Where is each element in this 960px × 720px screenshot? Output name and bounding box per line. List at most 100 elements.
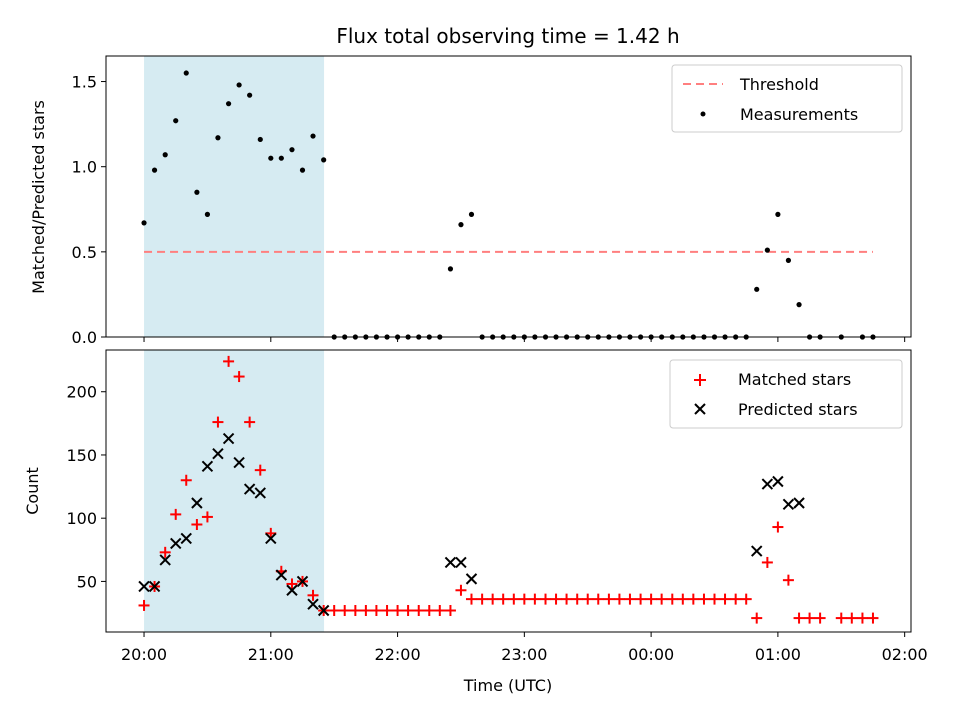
measurements-point [289, 147, 295, 153]
matched-stars-point [455, 584, 467, 596]
bottom-y-axis-label: Count [23, 467, 42, 515]
matched-stars-point [846, 612, 858, 624]
measurements-point [141, 220, 147, 226]
top-y-axis-label: Matched/Predicted stars [29, 100, 48, 294]
matched-stars-point [856, 612, 868, 624]
measurements-point [310, 133, 316, 139]
measurements-point [796, 302, 802, 308]
measurements-point [236, 82, 242, 88]
predicted-stars-point [170, 537, 182, 550]
matched-stars-point [191, 519, 203, 531]
matched-stars-point [635, 593, 647, 605]
predicted-stars-point [782, 498, 795, 510]
predicted-stars-point [286, 584, 298, 596]
matched-stars-point [698, 593, 710, 605]
matched-stars-point [687, 593, 699, 605]
matched-stars-point [645, 593, 657, 605]
y-tick-label: 100 [66, 509, 97, 528]
bottom-highlight-span [144, 350, 325, 632]
matched-stars-point [233, 371, 245, 383]
predicted-stars-point [761, 478, 774, 490]
matched-stars-point [201, 511, 213, 523]
legend-matched-label: Matched stars [738, 370, 851, 389]
measurements-point [215, 135, 221, 141]
matched-stars-point [286, 578, 298, 590]
matched-stars-point [518, 593, 530, 605]
matched-stars-point [730, 593, 742, 605]
x-tick-label: 02:00 [882, 645, 928, 664]
matched-stars-point [381, 605, 393, 617]
predicted-stars-point [296, 575, 309, 588]
predicted-stars-point [444, 556, 457, 569]
measurements-point [173, 118, 179, 124]
y-tick-label: 200 [66, 383, 97, 402]
predicted-stars-point [793, 497, 805, 509]
y-tick-label: 50 [77, 572, 97, 591]
matched-stars-point [561, 593, 573, 605]
legend-threshold-label: Threshold [739, 75, 819, 94]
y-tick-label: 150 [66, 446, 97, 465]
measurements-point [183, 70, 189, 76]
matched-stars-point [751, 612, 763, 624]
matched-stars-point [550, 593, 562, 605]
matched-stars-point [307, 589, 319, 601]
predicted-stars-point [138, 580, 150, 593]
predicted-stars-point [275, 569, 288, 581]
measurements-point [278, 155, 284, 161]
measurements-point [257, 136, 263, 143]
y-tick-label: 0.0 [72, 328, 97, 347]
matched-stars-point [423, 605, 435, 617]
matched-stars-point [180, 474, 192, 486]
predicted-stars-point [222, 432, 235, 445]
matched-stars-point [370, 605, 382, 617]
matched-stars-point [339, 605, 351, 617]
matched-stars-point [497, 593, 509, 605]
predicted-stars-point [317, 604, 330, 617]
matched-stars-point [677, 593, 689, 605]
matched-stars-point [444, 605, 456, 617]
matched-stars-point [835, 612, 847, 624]
y-tick-label: 1.5 [72, 73, 97, 92]
matched-stars-point [814, 612, 826, 624]
legend-predicted-swatch [694, 403, 706, 415]
matched-stars-point [772, 521, 784, 533]
chart-title: Flux total observing time = 1.42 h [336, 24, 679, 48]
measurements-point [268, 155, 274, 161]
x-tick-label: 20:00 [121, 645, 167, 664]
predicted-stars-point [180, 532, 192, 545]
predicted-stars-point [751, 545, 763, 557]
predicted-stars-point [254, 487, 266, 499]
measurements-point [447, 266, 454, 272]
measurements-point [162, 152, 168, 158]
x-tick-label: 21:00 [248, 645, 294, 664]
predicted-stars-point [212, 447, 224, 460]
matched-stars-point [571, 593, 583, 605]
x-tick-label: 23:00 [501, 645, 547, 664]
top-highlight-span [144, 56, 325, 337]
predicted-stars-point [455, 556, 467, 569]
matched-stars-point [413, 605, 425, 617]
predicted-stars-point [148, 580, 161, 593]
x-tick-label: 22:00 [375, 645, 421, 664]
predicted-stars-point [201, 460, 214, 473]
measurements-point [299, 167, 306, 173]
matched-stars-point [656, 593, 668, 605]
predicted-stars-point [191, 497, 203, 509]
matched-stars-point [159, 546, 171, 558]
predicted-stars-point [307, 598, 319, 610]
predicted-stars-point [465, 573, 478, 585]
matched-stars-point [804, 612, 816, 624]
matched-stars-point [540, 593, 552, 605]
matched-stars-point [603, 593, 615, 605]
bottom-legend-box [669, 359, 903, 429]
matched-stars-point [244, 416, 256, 428]
panel-top: 0.0 0.5 1.0 1.5 Matched/Predicted stars Thr… [29, 55, 912, 347]
predicted-stars-point [159, 554, 171, 566]
matched-stars-point [487, 593, 499, 605]
legend-measurements-label: Measurements [740, 105, 858, 124]
matched-stars-point [782, 574, 794, 586]
panel-bottom: 50 100 150 200 20:00 21:00 22:00 23:00 00:00 01:… [23, 349, 928, 664]
top-legend-box [671, 64, 903, 133]
top-plot-frame [105, 55, 912, 338]
